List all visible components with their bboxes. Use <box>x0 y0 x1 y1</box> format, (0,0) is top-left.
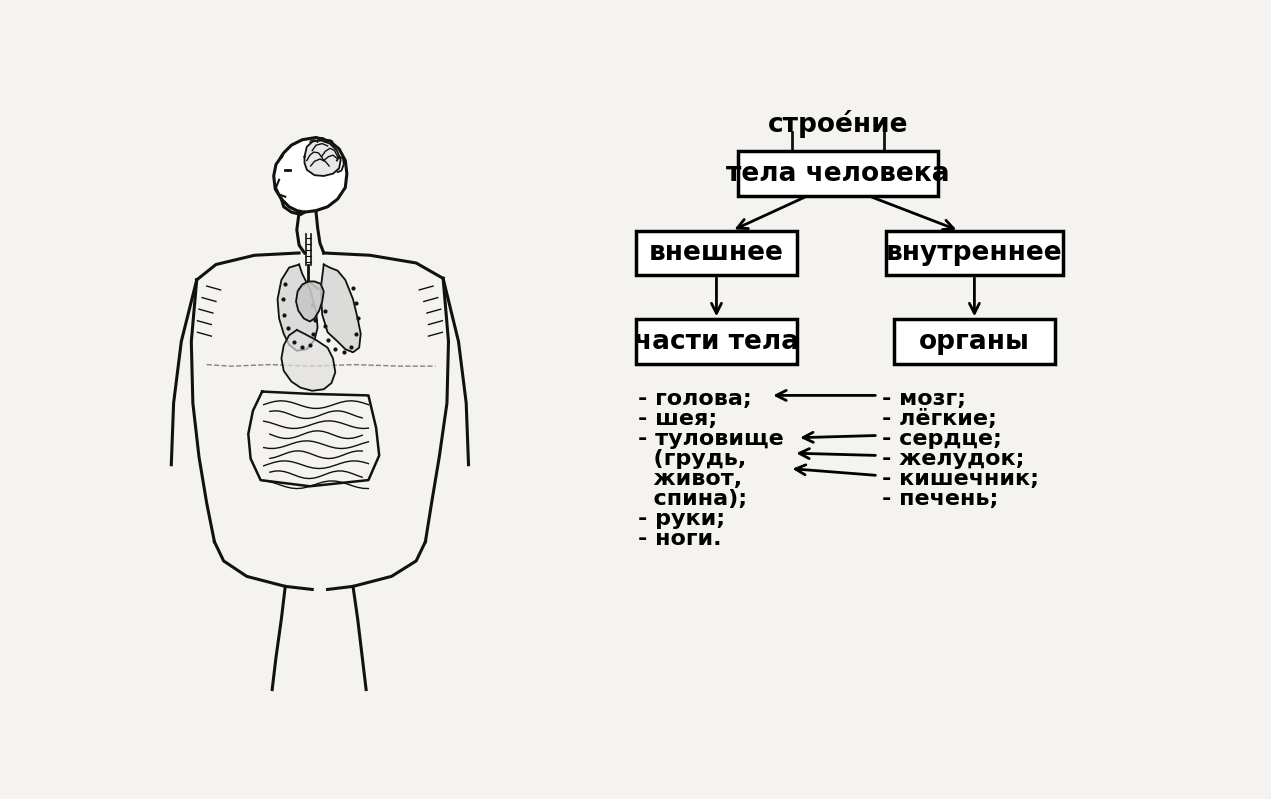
Bar <box>738 151 938 196</box>
Bar <box>636 231 797 276</box>
Polygon shape <box>273 137 347 213</box>
Text: органы: органы <box>919 328 1030 355</box>
Bar <box>886 231 1063 276</box>
Bar <box>636 319 797 364</box>
Text: внутреннее: внутреннее <box>886 240 1063 266</box>
Polygon shape <box>305 141 341 176</box>
Text: внешнее: внешнее <box>649 240 784 266</box>
Text: - туловище: - туловище <box>638 429 784 449</box>
Text: - ноги.: - ноги. <box>638 530 722 550</box>
Text: тела человека: тела человека <box>726 161 949 187</box>
Text: - мозг;: - мозг; <box>882 389 966 409</box>
Text: части тела: части тела <box>634 328 799 355</box>
Text: (грудь,: (грудь, <box>638 449 746 469</box>
Text: - печень;: - печень; <box>882 489 999 509</box>
Bar <box>894 319 1055 364</box>
Text: живот,: живот, <box>638 469 742 489</box>
Text: - голова;: - голова; <box>638 389 751 409</box>
Text: - желудок;: - желудок; <box>882 449 1024 469</box>
Polygon shape <box>281 330 336 391</box>
Polygon shape <box>320 264 361 352</box>
Polygon shape <box>277 264 318 351</box>
Text: строе́ние: строе́ние <box>768 110 909 138</box>
Text: спина);: спина); <box>638 489 747 509</box>
Text: - сердце;: - сердце; <box>882 429 1002 449</box>
Polygon shape <box>296 281 324 321</box>
Text: - кишечник;: - кишечник; <box>882 469 1038 489</box>
Text: - шея;: - шея; <box>638 409 717 429</box>
Text: - руки;: - руки; <box>638 510 724 530</box>
Text: - лёгкие;: - лёгкие; <box>882 409 996 429</box>
